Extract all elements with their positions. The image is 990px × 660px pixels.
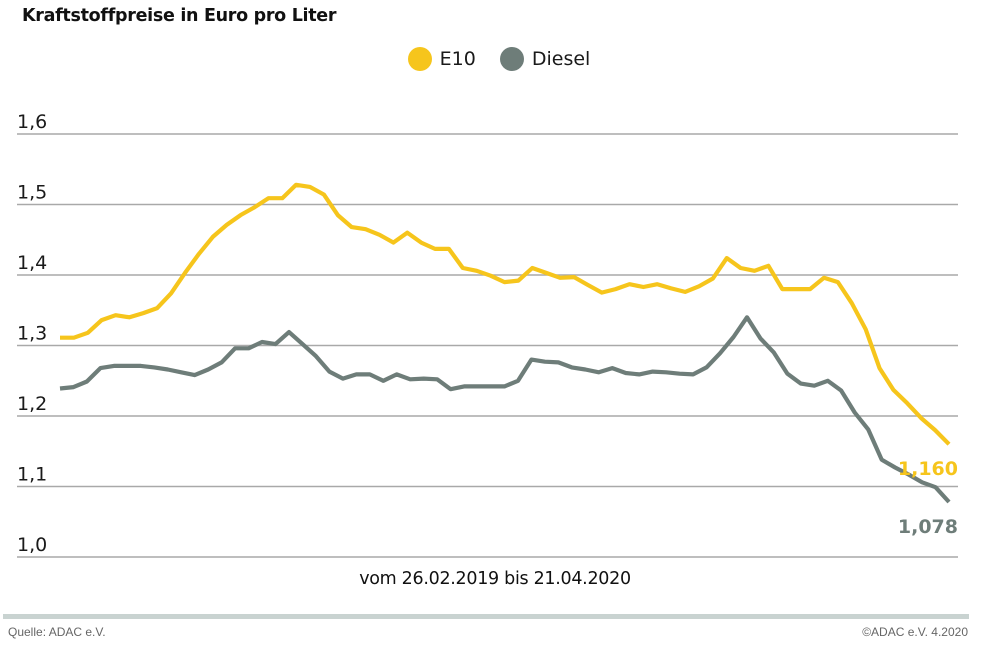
y-tick-label: 1,6: [17, 111, 47, 133]
y-tick-label: 1,3: [17, 323, 47, 345]
end-label-e10: 1,160: [898, 458, 958, 480]
y-tick-label: 1,2: [17, 393, 47, 415]
legend-item-diesel: Diesel: [492, 47, 590, 71]
date-range-caption: vom 26.02.2019 bis 21.04.2020: [359, 569, 631, 589]
y-tick-label: 1,0: [17, 534, 47, 556]
y-axis-ticks: 1,0 1,1 1,2 1,3 1,4 1,5 1,6: [17, 111, 47, 556]
series-line-diesel: [59, 315, 951, 504]
end-labels: 1,078 1,160: [898, 458, 958, 538]
source-note: Quelle: ADAC e.V.: [8, 625, 106, 639]
end-label-diesel: 1,078: [898, 516, 958, 538]
gridlines: [17, 133, 958, 558]
y-tick-label: 1,1: [17, 464, 47, 486]
legend-swatch-e10: [407, 47, 432, 71]
legend-swatch-diesel: [499, 47, 524, 71]
legend-label-diesel: Diesel: [531, 48, 591, 70]
copyright-note: ©ADAC e.V. 4.2020: [862, 625, 968, 639]
legend: E10 Diesel: [0, 47, 990, 71]
chart-title: Kraftstoffpreise in Euro pro Liter: [22, 6, 337, 26]
footer-divider: [3, 614, 969, 619]
y-tick-label: 1,5: [17, 182, 47, 204]
series-group: [59, 182, 951, 504]
legend-label-e10: E10: [439, 48, 476, 70]
series-line-e10: [60, 182, 951, 446]
y-tick-label: 1,4: [17, 252, 47, 274]
legend-item-e10: E10: [400, 47, 476, 71]
